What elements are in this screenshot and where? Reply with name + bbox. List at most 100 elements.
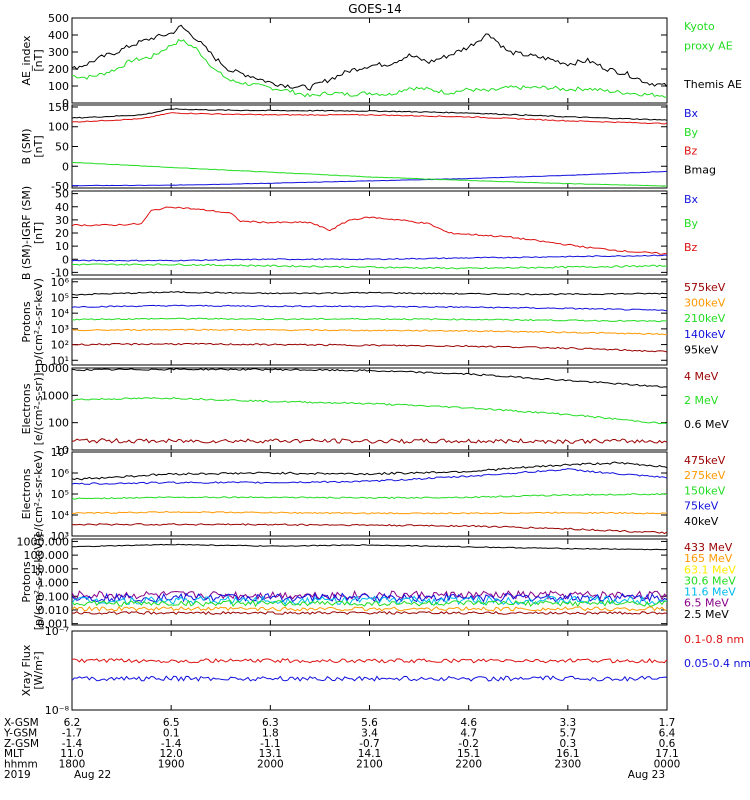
- y-axis-label: Protons: [20, 561, 33, 602]
- y-tick-label: 10²: [51, 339, 69, 352]
- ephemeris-value: 11.0: [60, 748, 83, 760]
- ephemeris-value: 2000: [257, 759, 284, 771]
- y-tick-label: 0: [62, 160, 69, 173]
- ephemeris-value: 1.7: [659, 717, 676, 729]
- panel-3: 10¹ 10² 10³ 10⁴ 10⁵ 10⁶ Protons p/(cm²-s-sr-keV…: [20, 276, 726, 368]
- ephemeris-value: 15.1: [457, 748, 480, 760]
- legend-label: Themis AE: [683, 78, 742, 91]
- legend-label: 63.1 MeV: [684, 563, 736, 576]
- legend-label: 140keV: [684, 328, 726, 341]
- legend-label: Bz: [684, 241, 698, 254]
- y-tick-label: 40: [55, 201, 69, 214]
- series-line: [72, 108, 667, 121]
- legend-label: 6.5 MeV: [684, 597, 729, 610]
- legend-label: 165 MeV: [684, 552, 733, 565]
- y-tick-label: 10⁶: [51, 276, 70, 289]
- series-line: [72, 170, 667, 187]
- legend-label: 433 MeV: [684, 541, 733, 554]
- legend-label: 0.05-0.4 nm: [684, 657, 750, 670]
- series-line: [72, 38, 667, 98]
- series-line: [72, 396, 667, 425]
- y-tick-label: 10: [55, 444, 69, 457]
- legend-label: 275keV: [684, 469, 726, 482]
- y-tick-label: 400: [48, 29, 69, 42]
- y-tick-label: 10⁴: [51, 509, 70, 522]
- ephemeris-value: 3.3: [559, 717, 576, 729]
- y-tick-label: 0: [62, 253, 69, 266]
- ephemeris-row-label: X-GSM: [4, 717, 39, 729]
- y-tick-label: 30: [55, 214, 69, 227]
- ephemeris-value: 5.7: [559, 727, 576, 739]
- ephemeris-value: 2300: [554, 759, 581, 771]
- legend-label: proxy AE: [684, 39, 733, 52]
- ephemeris-value: -1.4: [161, 738, 182, 750]
- panel-1: -50 0 50 100 150 B (SM) [nT] Bx By Bz Bmag: [20, 101, 716, 193]
- y-tick-label: 500: [48, 12, 69, 25]
- ephemeris-value: -1.1: [260, 738, 281, 750]
- y-axis-units: [W/m²]: [32, 651, 45, 689]
- y-tick-label: -10: [51, 266, 69, 279]
- y-axis-units: [nT]: [32, 49, 45, 71]
- series-line: [72, 468, 667, 485]
- y-tick-label: 1000: [41, 389, 69, 402]
- y-axis-units: [e/(cm²-s-sr)]: [32, 373, 45, 446]
- y-tick-label: 100: [48, 80, 69, 93]
- y-tick-label: 10.000: [31, 563, 70, 576]
- y-tick-label: 0.100: [38, 590, 70, 603]
- ephemeris-value: 5.6: [361, 717, 378, 729]
- panel-frame: [71, 451, 668, 537]
- panel-5: 10³ 10⁴ 10⁵ 10⁶ 10⁷ Electrons e/(cm²-s-sr-keV)…: [20, 446, 726, 543]
- panel-frame: [71, 630, 668, 711]
- ephemeris-value: Aug 22: [74, 769, 111, 781]
- legend-label: 2.5 MeV: [684, 608, 729, 621]
- ephemeris-value: 1.8: [262, 727, 279, 739]
- ephemeris-row-label: Y-GSM: [3, 727, 37, 739]
- ephemeris-value: Aug 23: [628, 769, 665, 781]
- y-axis-label: Electrons: [20, 383, 33, 434]
- series-line: [72, 543, 667, 551]
- ephemeris-value: 3.4: [361, 727, 378, 739]
- legend-label: 300keV: [684, 297, 726, 310]
- legend-label: By: [684, 217, 699, 230]
- legend-label: 575keV: [684, 281, 726, 294]
- series-line: [72, 492, 667, 500]
- y-tick-label: 10000: [34, 362, 69, 375]
- y-tick-label: -50: [51, 180, 69, 193]
- y-tick-label: 10⁷: [51, 446, 69, 459]
- legend-label: Bz: [684, 145, 698, 158]
- y-axis-units: [p/(cm²-s-sr-keV)]: [32, 534, 45, 631]
- y-tick-label: 50: [55, 141, 69, 154]
- y-tick-label: 20: [55, 227, 69, 240]
- ephemeris-value: 0.1: [163, 727, 180, 739]
- series-line: [72, 611, 667, 615]
- y-tick-label: 10: [55, 240, 69, 253]
- legend-label: 0.6 MeV: [684, 418, 729, 431]
- ephemeris-value: 6.5: [163, 717, 180, 729]
- series-line: [72, 161, 667, 187]
- legend-label: 95keV: [684, 343, 719, 356]
- ephemeris-value: 13.1: [259, 748, 282, 760]
- series-line: [72, 595, 667, 606]
- y-tick-label: 1000.000: [17, 535, 70, 548]
- y-tick-label: 1.000: [38, 577, 70, 590]
- legend-label: 40keV: [684, 515, 719, 528]
- y-axis-label: Electrons: [20, 468, 33, 519]
- series-line: [72, 510, 667, 515]
- series-line: [72, 304, 667, 312]
- y-tick-label: 0.001: [38, 618, 70, 631]
- ephemeris-row-label: Z-GSM: [4, 738, 39, 750]
- series-line: [72, 605, 667, 612]
- ephemeris-value: -1.4: [62, 738, 83, 750]
- y-tick-label: 0: [62, 97, 69, 110]
- plot-title: GOES-14: [348, 2, 402, 16]
- y-tick-label: 10³: [51, 530, 69, 543]
- panel-0: 0 100 200 300 400 500 AE_index [nT] Kyoto proxy A…: [20, 12, 742, 110]
- y-axis-units: p/(cm²-s-sr-keV): [32, 278, 45, 366]
- panel-7: 10⁻⁸ 10⁻⁷ Xray Flux [W/m²] 0.1-0.8 nm 0.05-0.…: [20, 625, 750, 717]
- ephemeris-value: -0.7: [359, 738, 380, 750]
- ephemeris-value: 4.7: [460, 727, 477, 739]
- series-line: [72, 112, 667, 125]
- y-tick-label: 10⁴: [51, 307, 70, 320]
- y-tick-label: 10³: [51, 323, 69, 336]
- ephemeris-value: 0000: [654, 759, 681, 771]
